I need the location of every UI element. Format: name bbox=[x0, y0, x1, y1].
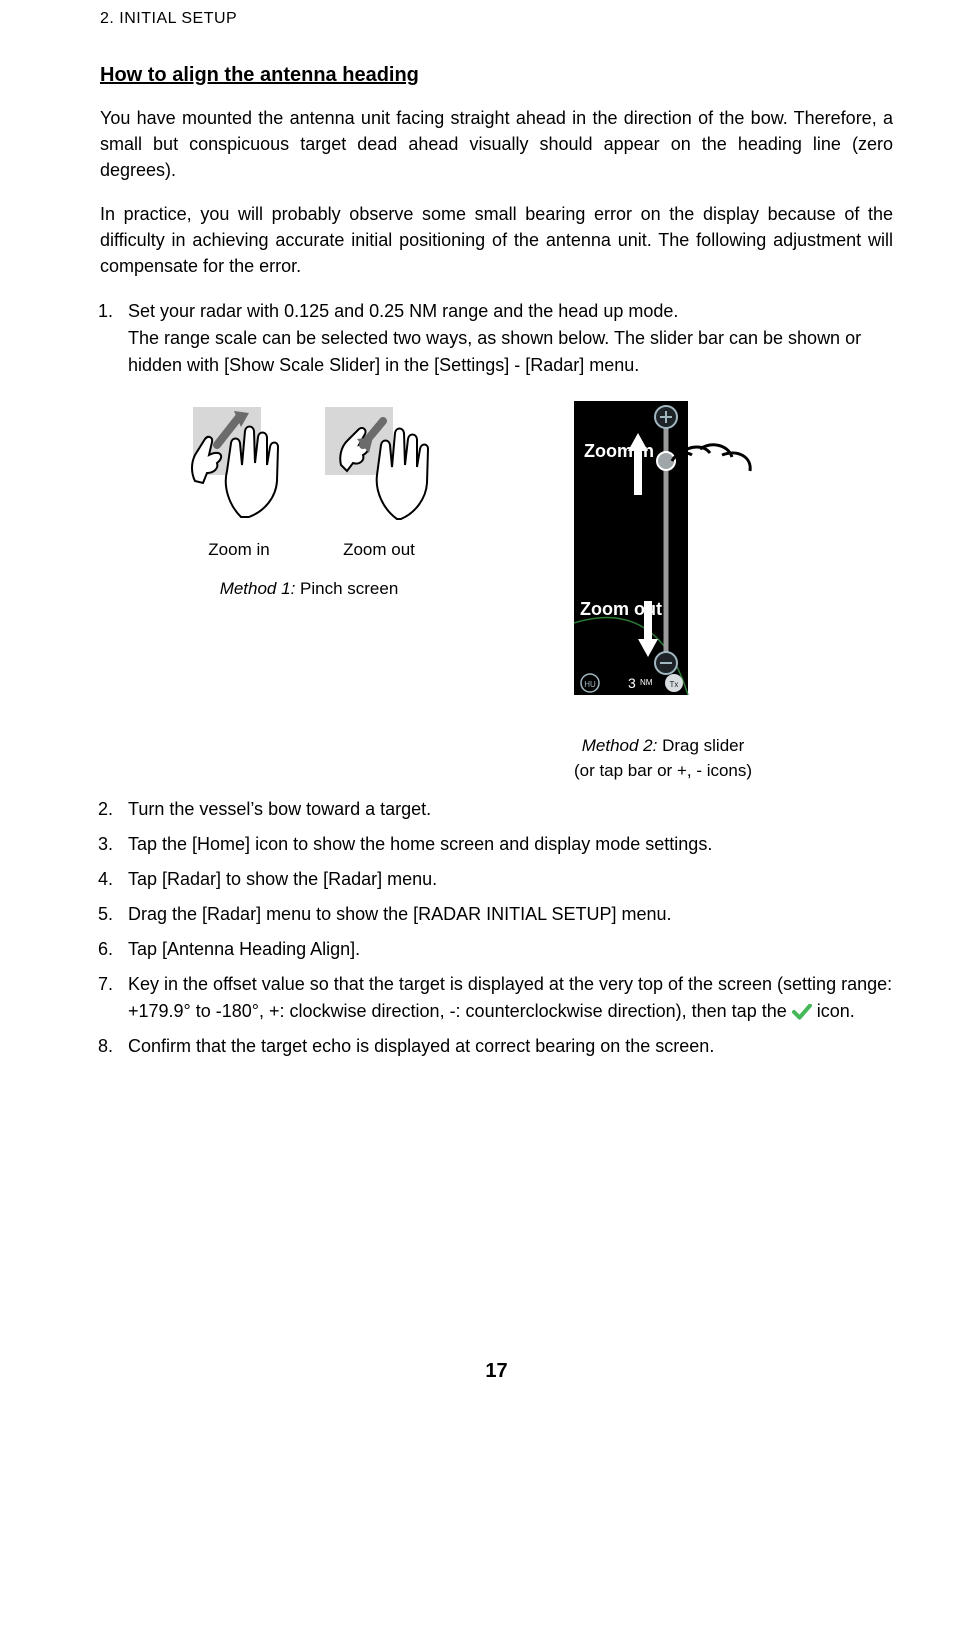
pinch-zoom-in-diagram: Zoom in bbox=[179, 401, 299, 563]
step-text: Tap [Antenna Heading Align]. bbox=[128, 939, 360, 959]
method2-caption: Method 2: Drag slider (or tap bar or +, … bbox=[518, 733, 808, 784]
caption-part: Method 1: bbox=[220, 579, 296, 598]
pinch-in-icon bbox=[179, 401, 299, 521]
hu-badge-text: HU bbox=[584, 680, 596, 689]
step-number: 6. bbox=[98, 936, 113, 963]
step-text: Drag the [Radar] menu to show the [RADAR… bbox=[128, 904, 672, 924]
step-number: 5. bbox=[98, 901, 113, 928]
step-1: 1. Set your radar with 0.125 and 0.25 NM… bbox=[128, 298, 893, 784]
step-3: 3. Tap the [Home] icon to show the home … bbox=[128, 831, 893, 858]
step-5: 5. Drag the [Radar] menu to show the [RA… bbox=[128, 901, 893, 928]
step-8: 8. Confirm that the target echo is displ… bbox=[128, 1033, 893, 1060]
step-number: 8. bbox=[98, 1033, 113, 1060]
chapter-label: 2. INITIAL SETUP bbox=[100, 10, 893, 28]
step-2: 2. Turn the vessel’s bow toward a target… bbox=[128, 796, 893, 823]
method1-figure: Zoom in bbox=[144, 401, 474, 602]
step-number: 1. bbox=[98, 298, 113, 325]
step-7: 7. Key in the offset value so that the t… bbox=[128, 971, 893, 1025]
intro-paragraph-1: You have mounted the antenna unit facing… bbox=[100, 105, 893, 183]
intro-paragraph-2: In practice, you will probably observe s… bbox=[100, 201, 893, 279]
method2-figure: HU 3 NM Tx Zoom in Zoom out bbox=[518, 401, 808, 784]
step-text: Key in the offset value so that the targ… bbox=[128, 974, 892, 1021]
caption-part: Pinch screen bbox=[295, 579, 398, 598]
page: 2. INITIAL SETUP How to align the antenn… bbox=[0, 0, 973, 1423]
section-heading: How to align the antenna heading bbox=[100, 64, 893, 87]
step-4: 4. Tap [Radar] to show the [Radar] menu. bbox=[128, 866, 893, 893]
step-number: 7. bbox=[98, 971, 113, 998]
slider-panel-icon: HU 3 NM Tx Zoom in Zoom out bbox=[518, 401, 808, 711]
step-number: 4. bbox=[98, 866, 113, 893]
step-number: 2. bbox=[98, 796, 113, 823]
pinch-in-label: Zoom in bbox=[179, 537, 299, 563]
tx-badge-text: Tx bbox=[670, 680, 679, 689]
step-list: 1. Set your radar with 0.125 and 0.25 NM… bbox=[100, 298, 893, 1060]
method1-caption: Method 1: Pinch screen bbox=[144, 576, 474, 602]
caption-part: Method 2: bbox=[582, 736, 658, 755]
figure-row: Zoom in bbox=[144, 401, 893, 784]
step-text: Set your radar with 0.125 and 0.25 NM ra… bbox=[128, 301, 678, 321]
step-text: The range scale can be selected two ways… bbox=[128, 328, 861, 375]
range-value-text: 3 bbox=[628, 675, 636, 691]
caption-part: Drag slider bbox=[657, 736, 744, 755]
pinch-zoom-out-diagram: Zoom out bbox=[319, 401, 439, 563]
page-number: 17 bbox=[100, 1360, 893, 1383]
step-text: Confirm that the target echo is displaye… bbox=[128, 1036, 714, 1056]
step-text: Tap the [Home] icon to show the home scr… bbox=[128, 834, 712, 854]
caption-sub: (or tap bar or +, - icons) bbox=[574, 761, 752, 780]
checkmark-icon bbox=[792, 1004, 812, 1020]
step-number: 3. bbox=[98, 831, 113, 858]
pinch-out-icon bbox=[319, 401, 459, 521]
step-6: 6. Tap [Antenna Heading Align]. bbox=[128, 936, 893, 963]
range-unit-text: NM bbox=[640, 678, 653, 687]
step-text: Turn the vessel’s bow toward a target. bbox=[128, 799, 431, 819]
step-text: Tap [Radar] to show the [Radar] menu. bbox=[128, 869, 437, 889]
pinch-out-label: Zoom out bbox=[319, 537, 439, 563]
step-text: icon. bbox=[812, 1001, 855, 1021]
